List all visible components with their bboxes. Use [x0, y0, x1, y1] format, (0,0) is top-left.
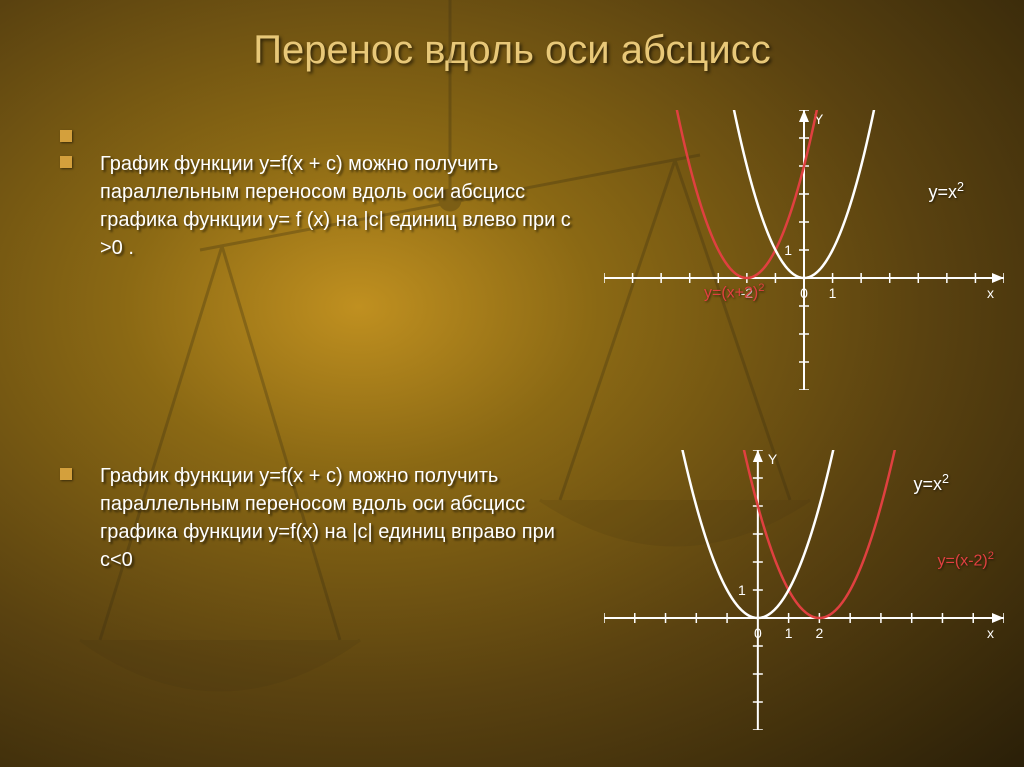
svg-text:0: 0: [800, 285, 808, 301]
chart-top-eq1: y=x2: [928, 180, 964, 203]
paragraph-1-text: График функции y=f(x + c) можно получить…: [100, 153, 571, 259]
page-title: Перенос вдоль оси абсцисс: [0, 0, 1024, 73]
chart-top-svg: -2011xY: [604, 110, 1004, 390]
empty-bullet: [60, 130, 72, 142]
svg-text:Y: Y: [768, 451, 778, 467]
chart-top: -2011xY y=x2 y=(x+2)2: [604, 110, 1004, 390]
bullet-icon: [60, 156, 72, 168]
svg-text:1: 1: [785, 625, 793, 641]
chart-bottom: 0 1 2 1 x Y y=x2 y=(x-2)2: [604, 450, 1004, 730]
bullet-icon: [60, 468, 72, 480]
svg-text:x: x: [987, 625, 994, 641]
text-content: График функции y=f(x + c) можно получить…: [60, 150, 580, 574]
paragraph-1: График функции y=f(x + c) можно получить…: [60, 150, 580, 262]
svg-text:1: 1: [738, 582, 746, 598]
paragraph-2: График функции y=f(x + c) можно получить…: [60, 462, 580, 574]
paragraph-2-text: График функции y=f(x + c) можно получить…: [100, 465, 555, 571]
svg-text:0: 0: [754, 625, 762, 641]
svg-text:1: 1: [784, 242, 792, 258]
svg-text:1: 1: [829, 285, 837, 301]
svg-text:2: 2: [815, 625, 823, 641]
chart-top-eq2: y=(x+2)2: [704, 282, 764, 302]
svg-text:x: x: [987, 285, 994, 301]
chart-bottom-eq2: y=(x-2)2: [938, 550, 994, 570]
chart-bottom-eq1: y=x2: [913, 472, 949, 495]
